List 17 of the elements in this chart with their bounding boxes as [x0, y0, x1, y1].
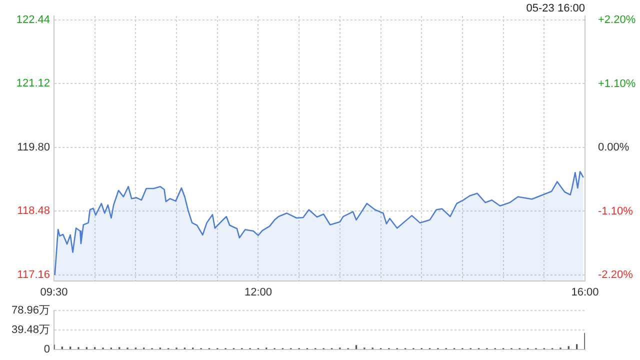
x-tick-label: 16:00: [571, 286, 599, 298]
y2-tick-label: -1.10%: [598, 205, 634, 218]
y-tick-label: 121.12: [16, 78, 50, 90]
y-tick-label: 119.80: [17, 141, 50, 154]
x-tick-label: 09:30: [40, 286, 68, 298]
y2-tick-label: 0.00%: [598, 142, 630, 154]
y2-tick-label: -2.20%: [598, 269, 634, 282]
y-tick-label: 78.96万: [11, 304, 50, 317]
y-tick-label: 39.48万: [11, 324, 50, 336]
y-tick-label: 117.16: [17, 269, 50, 282]
y-tick-label: 0: [44, 343, 50, 356]
x-tick-label: 12:00: [244, 286, 272, 298]
y2-tick-label: +2.20%: [598, 14, 636, 26]
y2-tick-label: +1.10%: [598, 78, 636, 90]
y-tick-label: 122.44: [16, 14, 50, 26]
text: 05-23 16:00: [526, 2, 585, 15]
y-tick-label: 118.48: [17, 205, 50, 218]
